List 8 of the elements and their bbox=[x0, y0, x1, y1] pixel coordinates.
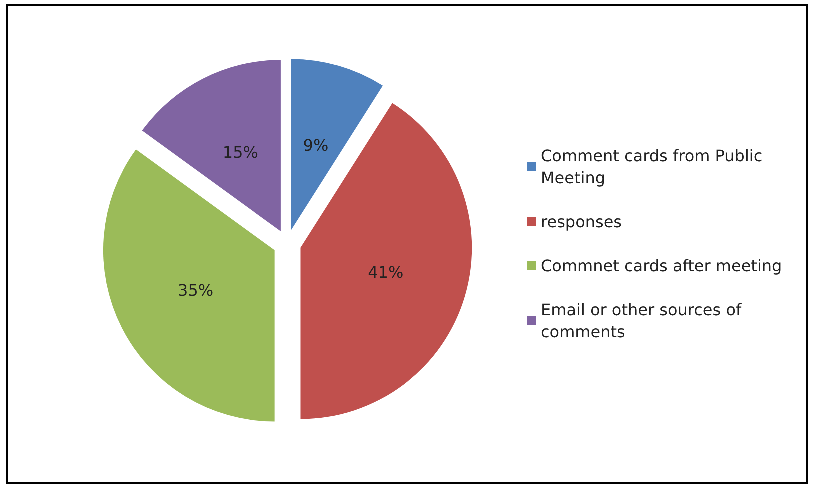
data-label: 9% bbox=[303, 136, 329, 155]
data-label: 15% bbox=[222, 143, 258, 162]
data-label: 41% bbox=[368, 263, 404, 282]
legend-label: Comment cards from Public Meeting bbox=[541, 146, 768, 188]
legend-label: responses bbox=[541, 212, 622, 232]
legend-label: Commnet cards after meeting bbox=[541, 256, 782, 276]
legend-label: Email or other sources of comments bbox=[541, 300, 747, 342]
data-label: 35% bbox=[178, 281, 214, 300]
